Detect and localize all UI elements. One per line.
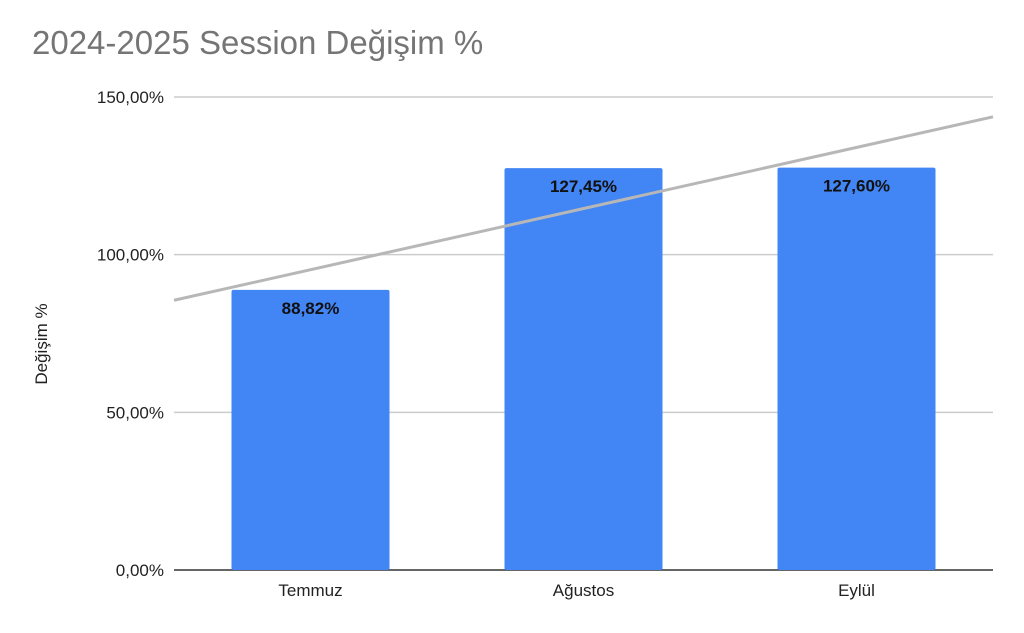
y-tick-label: 0,00% xyxy=(116,561,164,580)
y-tick-label: 50,00% xyxy=(106,403,164,422)
y-tick-label: 150,00% xyxy=(97,88,164,107)
bar xyxy=(504,168,663,570)
y-axis-title: Değişim % xyxy=(32,303,51,384)
trendline-layer xyxy=(173,115,994,302)
x-tick-label: Temmuz xyxy=(278,581,342,600)
trendline xyxy=(173,115,994,302)
bar xyxy=(231,289,390,570)
x-tick-label: Ağustos xyxy=(553,581,614,600)
data-label: 127,60% xyxy=(823,177,890,196)
x-tick-label: Eylül xyxy=(838,581,875,600)
bar xyxy=(777,167,936,570)
y-tick-label: 100,00% xyxy=(97,246,164,265)
data-label: 127,45% xyxy=(550,177,617,196)
bars xyxy=(231,167,936,570)
chart-title: 2024-2025 Session Değişim % xyxy=(32,24,484,61)
labels: 0,00% 50,00% 100,00% 150,00% 88,82% Temmuz 127… xyxy=(97,88,890,600)
data-label: 88,82% xyxy=(282,299,340,318)
